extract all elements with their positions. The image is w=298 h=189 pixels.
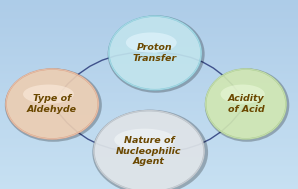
Ellipse shape	[126, 33, 177, 53]
Ellipse shape	[23, 84, 74, 104]
Ellipse shape	[5, 68, 102, 142]
FancyArrowPatch shape	[152, 106, 244, 152]
Ellipse shape	[205, 68, 289, 142]
FancyArrowPatch shape	[54, 53, 152, 102]
Text: Type of
Aldehyde: Type of Aldehyde	[27, 94, 77, 114]
Ellipse shape	[94, 111, 204, 189]
Ellipse shape	[114, 129, 175, 151]
Ellipse shape	[109, 16, 201, 90]
Text: Proton
Transfer: Proton Transfer	[133, 43, 177, 63]
Ellipse shape	[6, 69, 98, 139]
Ellipse shape	[206, 69, 286, 139]
Ellipse shape	[108, 15, 205, 93]
Ellipse shape	[92, 110, 208, 189]
Ellipse shape	[221, 84, 265, 104]
Text: Nature of
Nucleophilic
Agent: Nature of Nucleophilic Agent	[116, 136, 182, 167]
FancyArrowPatch shape	[54, 106, 146, 152]
FancyArrowPatch shape	[158, 53, 244, 101]
Text: Acidity
of Acid: Acidity of Acid	[227, 94, 264, 114]
